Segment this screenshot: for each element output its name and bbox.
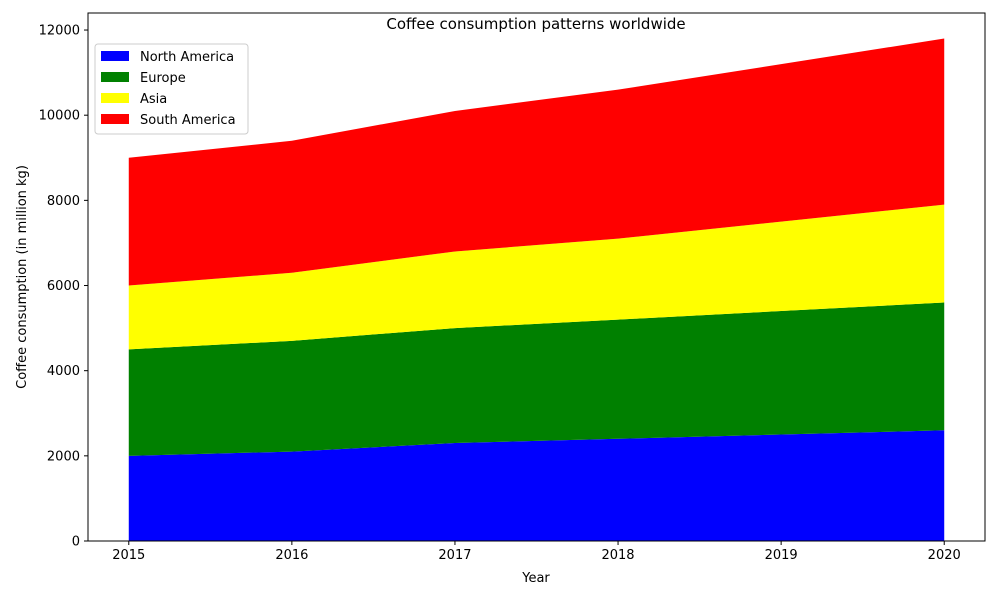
area-series-south-america <box>128 38 945 286</box>
plot-areas <box>128 38 945 541</box>
legend-label-north-america: North America <box>140 50 234 65</box>
y-tick-label: 10000 <box>39 109 80 124</box>
y-tick-label: 2000 <box>47 449 80 464</box>
x-axis-ticks: 2015 2016 2017 2018 2019 2020 <box>112 541 961 563</box>
x-tick-label: 2020 <box>928 548 961 563</box>
legend-swatch-north-america <box>101 51 129 61</box>
chart-title: Coffee consumption patterns worldwide <box>386 15 685 33</box>
y-tick-label: 6000 <box>47 279 80 294</box>
x-tick-label: 2015 <box>112 548 145 563</box>
x-axis-label: Year <box>521 571 550 586</box>
y-tick-label: 12000 <box>39 24 80 39</box>
area-series-north-america <box>128 430 945 541</box>
legend-swatch-asia <box>101 93 129 103</box>
legend-swatch-south-america <box>101 114 129 124</box>
x-tick-label: 2018 <box>601 548 634 563</box>
legend: North America Europe Asia South America <box>94 43 249 135</box>
legend-label-asia: Asia <box>140 92 167 107</box>
y-tick-label: 8000 <box>47 194 80 209</box>
x-tick-label: 2019 <box>765 548 798 563</box>
plot-frame <box>87 12 986 542</box>
legend-swatch-europe <box>101 72 129 82</box>
y-axis-label: Coffee consumption (in million kg) <box>15 165 30 389</box>
y-axis-ticks: 0 2000 4000 6000 8000 10000 12000 <box>39 24 88 550</box>
y-tick-label: 4000 <box>47 364 80 379</box>
area-series-europe <box>128 302 945 456</box>
legend-frame <box>94 43 249 135</box>
legend-label-south-america: South America <box>140 113 236 128</box>
y-tick-label: 0 <box>72 535 80 550</box>
area-series-asia <box>128 204 945 350</box>
x-tick-label: 2016 <box>275 548 308 563</box>
x-tick-label: 2017 <box>438 548 471 563</box>
legend-label-europe: Europe <box>140 71 186 86</box>
